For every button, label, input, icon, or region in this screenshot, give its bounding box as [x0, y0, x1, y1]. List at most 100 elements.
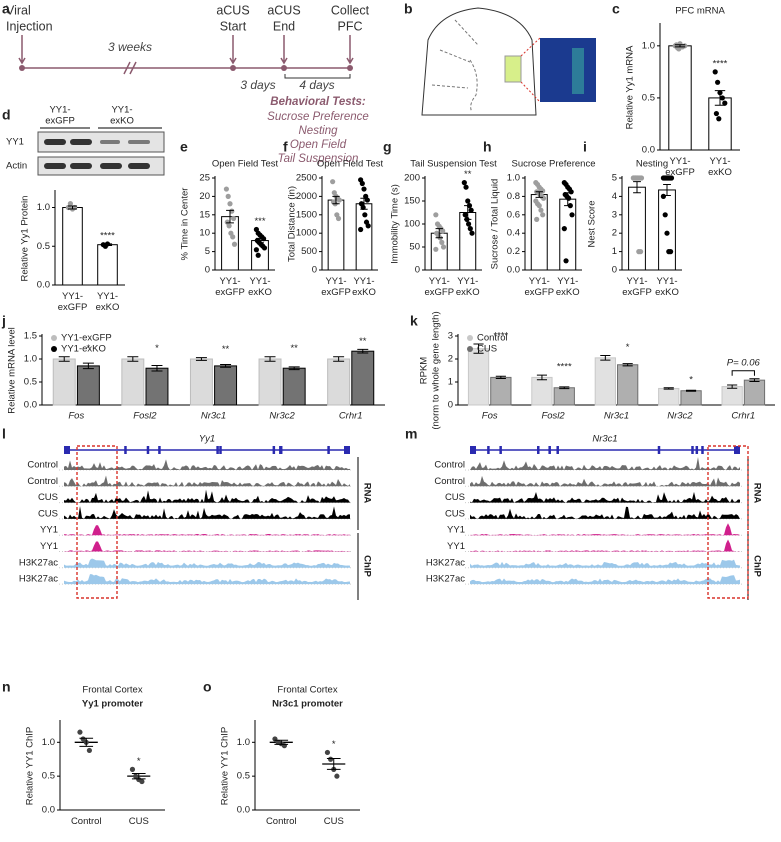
data-point	[566, 195, 572, 201]
error-bar	[226, 209, 234, 224]
data-point	[540, 195, 547, 201]
y-tick-label: 1.0	[237, 737, 250, 748]
bar	[258, 358, 282, 406]
y-tick-label: 1000	[296, 228, 317, 239]
test-bracket	[284, 74, 351, 79]
y-axis-label: Relative mRNA level	[7, 327, 18, 414]
track-signal	[470, 539, 740, 552]
exon	[327, 446, 330, 454]
y-tick-label: 1.0	[37, 202, 50, 213]
bar	[708, 97, 732, 151]
exon	[537, 446, 540, 454]
data-point	[719, 95, 726, 101]
data-point	[536, 203, 542, 209]
track-label: CUS	[445, 492, 465, 503]
y-tick-label: 0.5	[42, 771, 55, 782]
x-tick-label: Nr3c2	[269, 411, 295, 422]
data-point	[538, 207, 544, 213]
track-signal	[470, 457, 740, 470]
highlight-box	[707, 445, 749, 599]
data-point	[668, 175, 675, 181]
y-tick-label: 0.4	[507, 228, 520, 239]
y-axis-label: RPKM	[419, 357, 430, 385]
error-bar	[326, 758, 341, 770]
track-label: YY1	[40, 525, 58, 536]
y-tick-label: 2500	[296, 173, 317, 184]
data-point	[226, 223, 232, 229]
error-bar	[495, 375, 506, 380]
chart-title: Open Field Test	[212, 159, 279, 170]
exon	[701, 446, 704, 454]
exon	[279, 446, 283, 454]
blot-row: Actin	[6, 161, 27, 172]
blot-bands	[44, 139, 150, 169]
exon	[146, 446, 150, 454]
bar	[721, 386, 743, 406]
y-tick-label: 0	[312, 265, 317, 276]
panel-letter: n	[2, 679, 11, 695]
error-bar	[288, 366, 300, 371]
bar	[668, 45, 692, 151]
y-tick-label: 5	[205, 246, 210, 257]
error-bar	[663, 387, 674, 390]
data-point	[682, 43, 688, 49]
brain-outline	[421, 7, 537, 116]
exon	[691, 446, 694, 454]
y-tick-label: 2000	[296, 191, 317, 202]
y-tick-label: 0.2	[507, 246, 520, 257]
y-tick-label: 2	[612, 228, 617, 239]
significance: *	[137, 756, 141, 767]
significance: **	[359, 336, 367, 347]
data-point	[676, 46, 682, 52]
error-bar	[622, 363, 633, 367]
track-signal	[64, 475, 350, 487]
track-signal	[470, 475, 740, 487]
x-tick-label: Fos	[68, 411, 84, 422]
data-point	[540, 212, 546, 218]
significance: ***	[254, 216, 265, 227]
data-point	[361, 186, 367, 192]
gene-name: Yy1	[199, 434, 215, 445]
bracket	[731, 370, 755, 376]
track-label: CUS	[445, 508, 465, 519]
y-tick-label: 0	[205, 265, 210, 276]
group-label: ChIP	[751, 555, 762, 577]
x-tick-label: Fosl2	[541, 411, 565, 422]
data-point	[362, 212, 368, 218]
histology-image	[540, 38, 596, 102]
error-bar	[220, 364, 232, 368]
bar	[351, 350, 375, 406]
error-bar	[749, 378, 760, 383]
y-tick-label: 200	[404, 173, 420, 184]
data-point	[722, 100, 728, 106]
data-point	[569, 212, 575, 218]
event-label: PFC	[338, 19, 363, 33]
y-tick-label: 1500	[296, 209, 317, 220]
axis-break	[123, 61, 137, 75]
panel-letter: k	[410, 313, 418, 329]
y-tick-label: 3	[448, 331, 453, 342]
y-tick-label: 150	[404, 196, 420, 207]
exon	[216, 446, 219, 454]
y-tick-label: 1	[448, 377, 453, 388]
error-bar	[435, 228, 443, 239]
y-tick-label: 0	[448, 400, 453, 411]
exon	[344, 446, 350, 454]
y-tick-label: 3	[612, 209, 617, 220]
significance: *	[689, 374, 693, 385]
bar	[617, 364, 639, 406]
exon	[548, 446, 551, 454]
y-tick-label: 1.0	[507, 173, 520, 184]
y-tick-label: 0.5	[642, 92, 655, 103]
bar	[467, 348, 490, 406]
exon	[64, 446, 70, 454]
track-signal	[64, 525, 350, 536]
error-bar	[67, 205, 78, 210]
y-tick-label: 15	[199, 209, 210, 220]
blot-column: YY1-	[49, 105, 70, 116]
zoom-lines	[520, 37, 541, 103]
data-point	[139, 778, 145, 785]
data-point	[439, 239, 445, 245]
bar	[282, 367, 306, 406]
event-label: aCUS	[216, 3, 249, 17]
